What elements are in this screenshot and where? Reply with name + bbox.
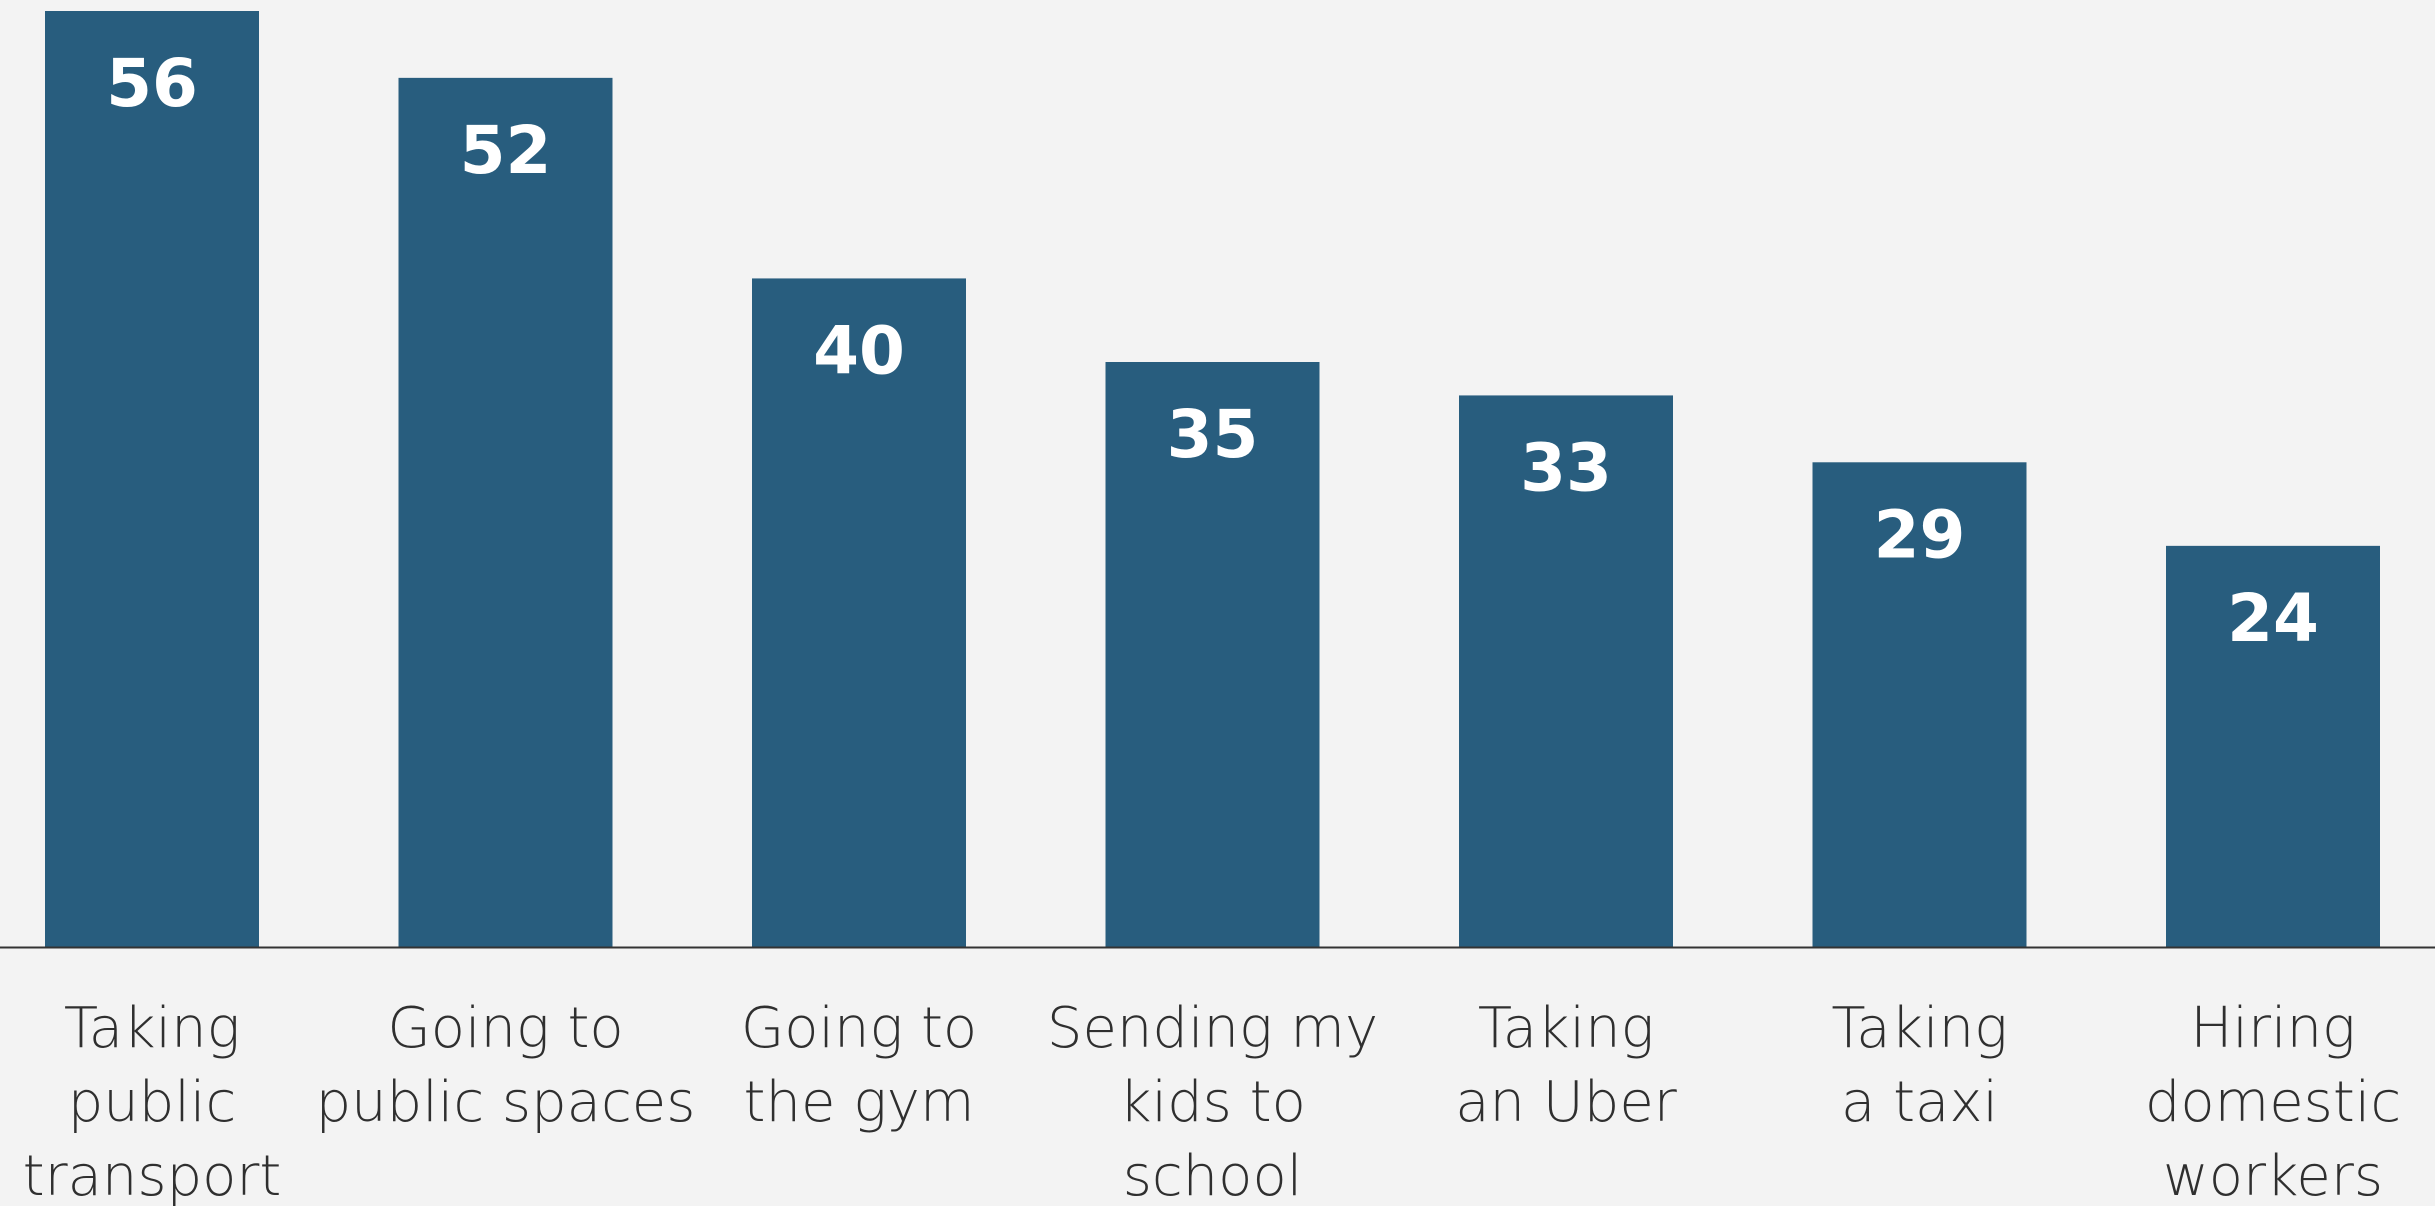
bar bbox=[1459, 395, 1673, 947]
category-label: Taking an Uber bbox=[1455, 996, 1677, 1135]
category-label-line: the gym bbox=[744, 1070, 975, 1135]
bar bbox=[398, 77, 613, 948]
bar bbox=[1105, 362, 1320, 947]
category-label-line: Going to bbox=[741, 996, 977, 1061]
bar-value-label: 24 bbox=[2227, 580, 2319, 657]
category-label-line: Taking bbox=[1831, 996, 2007, 1061]
category-label-line: Taking bbox=[1478, 996, 1654, 1061]
category-label-line: an Uber bbox=[1455, 1070, 1677, 1135]
category-label: Hiring domestic workers bbox=[2145, 996, 2401, 1206]
category-label: Sending my kids to school bbox=[1047, 996, 1378, 1206]
category-label-line: Going to bbox=[387, 996, 623, 1061]
bar-value-label: 29 bbox=[1874, 496, 1966, 573]
category-label-line: Sending my bbox=[1047, 996, 1378, 1061]
category-label-line: public spaces bbox=[316, 1070, 696, 1135]
category-label-line: a taxi bbox=[1841, 1070, 1998, 1135]
category-label-line: transport bbox=[23, 1144, 282, 1206]
bar-value-label: 40 bbox=[813, 312, 905, 389]
bar bbox=[1812, 462, 2027, 947]
category-label-line: Taking bbox=[64, 996, 240, 1061]
category-label-line: domestic bbox=[2145, 1070, 2401, 1135]
category-label: Going to public spaces bbox=[316, 996, 696, 1135]
category-label-line: kids to bbox=[1119, 1070, 1306, 1135]
bar-value-label: 56 bbox=[106, 45, 198, 122]
bar bbox=[45, 11, 259, 947]
category-label-line: workers bbox=[2163, 1144, 2383, 1206]
bar-value-label: 35 bbox=[1167, 396, 1259, 473]
bar bbox=[752, 278, 966, 947]
category-label: Taking a taxi bbox=[1831, 996, 2007, 1135]
category-label: Going to the gym bbox=[741, 996, 977, 1135]
bar-value-label: 52 bbox=[460, 112, 552, 189]
bar bbox=[2166, 545, 2380, 947]
bars-group bbox=[45, 11, 2380, 948]
category-label-line: Hiring bbox=[2190, 996, 2355, 1061]
category-label-line: school bbox=[1123, 1144, 1303, 1206]
value-labels-group: 56 52 40 35 33 29 24 bbox=[106, 45, 2319, 657]
category-label-line: public bbox=[68, 1070, 237, 1135]
category-label: Taking public transport bbox=[23, 996, 282, 1206]
category-labels-group: Taking public transport Going to public spac… bbox=[23, 996, 2402, 1206]
bar-value-label: 33 bbox=[1520, 429, 1612, 506]
